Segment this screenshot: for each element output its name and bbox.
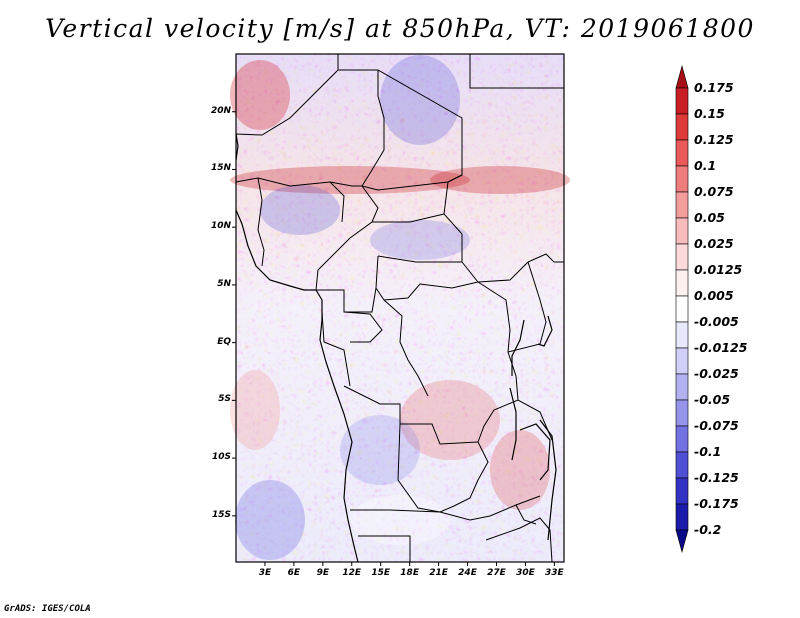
colorbar-max-arrow — [675, 64, 689, 89]
colorbar-label: 0.125 — [694, 132, 734, 147]
lon-label: 21E — [429, 568, 448, 578]
colorbar-label: 0.05 — [694, 210, 725, 225]
colorbar-label: -0.2 — [694, 522, 722, 537]
colorbar-swatch — [675, 87, 689, 115]
lat-label: EQ — [217, 336, 231, 347]
coastline — [235, 133, 557, 563]
lon-label: 3E — [258, 568, 272, 578]
lon-label: 27E — [487, 568, 506, 578]
colorbar-swatch — [675, 399, 689, 427]
colorbar-swatch — [675, 243, 689, 271]
colorbar-label: -0.075 — [694, 418, 739, 433]
lon-label: 18E — [400, 568, 419, 578]
lon-label: 30E — [516, 568, 535, 578]
chart-title: Vertical velocity [m/s] at 850hPa, VT: 2… — [45, 14, 755, 43]
colorbar-swatch — [675, 217, 689, 245]
lat-label: 10S — [211, 452, 231, 463]
colorbar-label: -0.1 — [694, 444, 722, 459]
lat-label: 5N — [217, 278, 231, 289]
colorbar-swatch — [675, 451, 689, 479]
colorbar-label: -0.125 — [694, 470, 739, 485]
colorbar-swatch — [675, 347, 689, 375]
colorbar-swatch — [675, 191, 689, 219]
map-frame — [235, 53, 565, 563]
colorbar-swatch — [675, 373, 689, 401]
colorbar-swatch — [675, 477, 689, 505]
lat-label: 10N — [210, 221, 231, 232]
colorbar-label: 0.175 — [694, 80, 734, 95]
lon-label: 33E — [545, 568, 564, 578]
colorbar-swatch — [675, 321, 689, 349]
lon-label: 12E — [342, 568, 362, 578]
colorbar-label: 0.025 — [694, 236, 734, 251]
colorbar-label: 0.1 — [694, 158, 717, 173]
country-borders — [235, 54, 564, 563]
colorbar-swatch — [675, 113, 689, 141]
colorbar-label: 0.005 — [694, 288, 734, 303]
lat-label: 15N — [210, 163, 231, 174]
grads-credit: GrADS: IGES/COLA — [4, 604, 91, 614]
colorbar-swatch — [675, 269, 689, 297]
lon-label: 15E — [371, 568, 391, 578]
colorbar-swatch — [675, 295, 689, 323]
colorbar-swatch — [675, 165, 689, 193]
colorbar-min-arrow — [675, 529, 689, 554]
colorbar-label: -0.025 — [694, 366, 739, 381]
colorbar — [675, 64, 689, 554]
colorbar-swatch — [675, 503, 689, 531]
colorbar-label: 0.075 — [694, 184, 734, 199]
colorbar-label: -0.05 — [694, 392, 731, 407]
lat-label: 15S — [211, 509, 231, 520]
colorbar-label: -0.175 — [694, 496, 739, 511]
axis-ticks — [232, 111, 555, 566]
colorbar-swatch — [675, 139, 689, 167]
colorbar-label: 0.15 — [694, 106, 725, 121]
lat-label: 5S — [218, 394, 231, 405]
colorbar-label: -0.0125 — [694, 340, 748, 355]
velocity-field — [230, 54, 570, 562]
lon-label: 9E — [316, 568, 330, 578]
lat-label: 20N — [210, 105, 231, 116]
colorbar-label: 0.0125 — [694, 262, 743, 277]
lon-label: 6E — [287, 568, 301, 578]
colorbar-swatch — [675, 425, 689, 453]
colorbar-label: -0.005 — [694, 314, 739, 329]
lon-label: 24E — [458, 568, 477, 578]
